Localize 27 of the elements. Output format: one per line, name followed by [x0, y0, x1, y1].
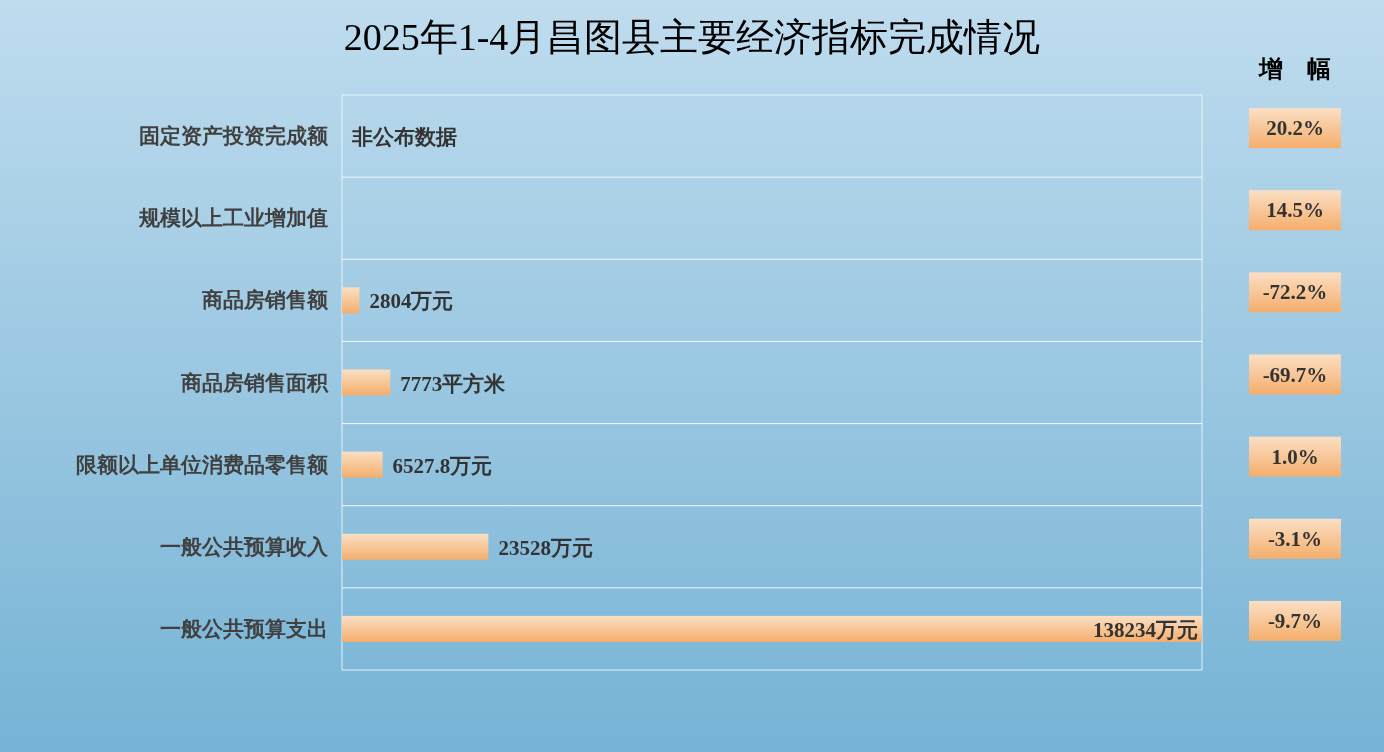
chart-title: 2025年1-4月昌图县主要经济指标完成情况	[343, 16, 1041, 58]
bar	[342, 533, 489, 560]
data-label: 2804万元	[369, 289, 454, 314]
y-tick-label: 一般公共预算收入	[160, 534, 329, 559]
bar	[342, 287, 360, 314]
text: 20.2%	[1266, 116, 1324, 141]
y-tick-label: 限额以上单位消费品零售额	[76, 452, 329, 477]
y-tick-label: 一般公共预算支出	[160, 616, 328, 641]
text: -72.2%	[1262, 280, 1328, 305]
bar	[342, 369, 391, 396]
y-tick-label: 商品房销售额	[201, 288, 329, 313]
text: -9.7%	[1267, 608, 1323, 633]
y-tick-label: 商品房销售面积	[180, 370, 329, 395]
data-label: 6527.8万元	[392, 453, 493, 478]
text: 1.0%	[1271, 444, 1319, 469]
data-label: 138234万元	[1093, 617, 1198, 642]
text: 非公布数据	[352, 125, 457, 150]
y-tick-label: 规模以上工业增加值	[138, 206, 328, 231]
text: 14.5%	[1266, 198, 1324, 223]
bar	[342, 451, 383, 478]
data-label: 23528万元	[498, 535, 593, 560]
text: 增 幅	[1258, 56, 1331, 82]
text: -3.1%	[1267, 526, 1323, 551]
y-tick-label: 固定资产投资完成额	[139, 124, 329, 149]
text: -69.7%	[1262, 362, 1328, 387]
data-label: 7773平方米	[400, 371, 507, 396]
bar	[342, 615, 1202, 642]
